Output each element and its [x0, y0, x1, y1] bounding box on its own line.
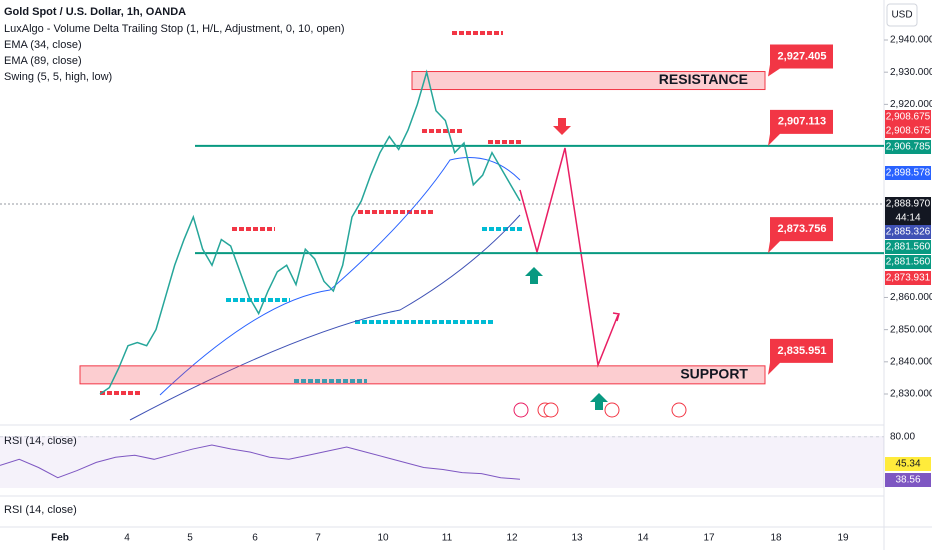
price-badge-label: 2,888.970 [886, 199, 931, 210]
indicator-drawings [100, 31, 522, 395]
callout [768, 109, 833, 146]
x-tick-label: 11 [442, 533, 453, 544]
y-tick-label: 2,940.000 [890, 35, 932, 46]
rsi-band [0, 436, 884, 488]
up-arrow [590, 393, 608, 410]
x-tick-label: 18 [770, 533, 782, 544]
x-tick-label: 14 [637, 533, 649, 544]
price-badge-label: 2,885.326 [886, 227, 931, 238]
price-badge-label: 44:14 [895, 213, 920, 224]
level-label: 2,927.405 [778, 50, 827, 62]
callout [768, 338, 833, 375]
x-tick-label: 7 [315, 533, 321, 544]
rsi-title: RSI (14, close) [4, 504, 77, 516]
level-label: 2,835.951 [778, 345, 827, 357]
rsi-badge [885, 457, 931, 471]
price-badge [885, 271, 931, 285]
x-tick-label: Feb [51, 533, 69, 544]
price-badge-label: 2,881.560 [886, 257, 931, 268]
projection-path [519, 147, 619, 368]
rsi-tick-label: 80.00 [890, 431, 915, 442]
x-tick-label: 13 [571, 533, 583, 544]
indicator: EMA (34, close) [4, 39, 82, 51]
rsi-title: RSI (14, close) [4, 435, 77, 447]
y-tick-label: 2,850.000 [890, 324, 932, 335]
y-tick-label: 2,920.000 [890, 99, 932, 110]
x-tick-label: 5 [187, 533, 193, 544]
callout [768, 217, 833, 254]
price-badge [885, 240, 931, 254]
rsi-badge-label: 45.34 [895, 459, 920, 470]
price-badge-label: 2,908.675 [886, 112, 931, 123]
price-badge-label: 2,898.578 [886, 168, 931, 179]
rsi-badge-label: 38.56 [895, 475, 920, 486]
y-tick-label: 2,840.000 [890, 356, 932, 367]
price-badge-label: 2,873.931 [886, 273, 931, 284]
up-arrow [525, 267, 543, 284]
rsi-badge [885, 473, 931, 487]
indicator: LuxAlgo - Volume Delta Trailing Stop (1,… [4, 23, 345, 35]
projection-arrow [612, 312, 620, 322]
y-tick-label: 2,860.000 [890, 292, 932, 303]
price-badge [885, 124, 931, 138]
zone-label: RESISTANCE [659, 71, 748, 87]
ema-34 [159, 157, 521, 396]
y-tick-label: 2,830.000 [890, 389, 932, 400]
price-badge [885, 140, 931, 154]
price-badge [885, 211, 931, 225]
price-badge [885, 166, 931, 180]
price-line [99, 69, 521, 395]
indicator: Swing (5, 5, high, low) [4, 71, 112, 83]
currency-button[interactable] [886, 3, 918, 27]
callout [768, 44, 833, 77]
x-tick-label: 12 [506, 533, 518, 544]
zone [411, 71, 766, 91]
price-badge [885, 255, 931, 269]
price-badge [885, 225, 931, 239]
x-tick-label: 6 [252, 533, 258, 544]
x-tick-label: 10 [377, 533, 389, 544]
rsi-line [0, 444, 521, 480]
title: Gold Spot / U.S. Dollar, 1h, OANDA [4, 6, 186, 18]
event-icons [513, 402, 687, 418]
down-arrow [553, 118, 571, 135]
x-tick-label: 19 [837, 533, 849, 544]
x-tick-label: 17 [703, 533, 715, 544]
indicator: EMA (89, close) [4, 55, 82, 67]
x-tick-label: 4 [124, 533, 130, 544]
price-badge-label: 2,908.675 [886, 126, 931, 137]
price-badge-label: 2,906.785 [886, 142, 931, 153]
price-badge [885, 110, 931, 124]
level-label: 2,873.756 [778, 223, 827, 235]
level-label: 2,907.113 [778, 116, 826, 128]
currency[interactable]: USD [891, 10, 912, 21]
price-badge-label: 2,881.560 [886, 242, 931, 253]
zone-label: SUPPORT [680, 366, 748, 382]
y-tick-label: 2,930.000 [890, 67, 932, 78]
zone [79, 365, 766, 385]
price-badge [885, 197, 931, 211]
